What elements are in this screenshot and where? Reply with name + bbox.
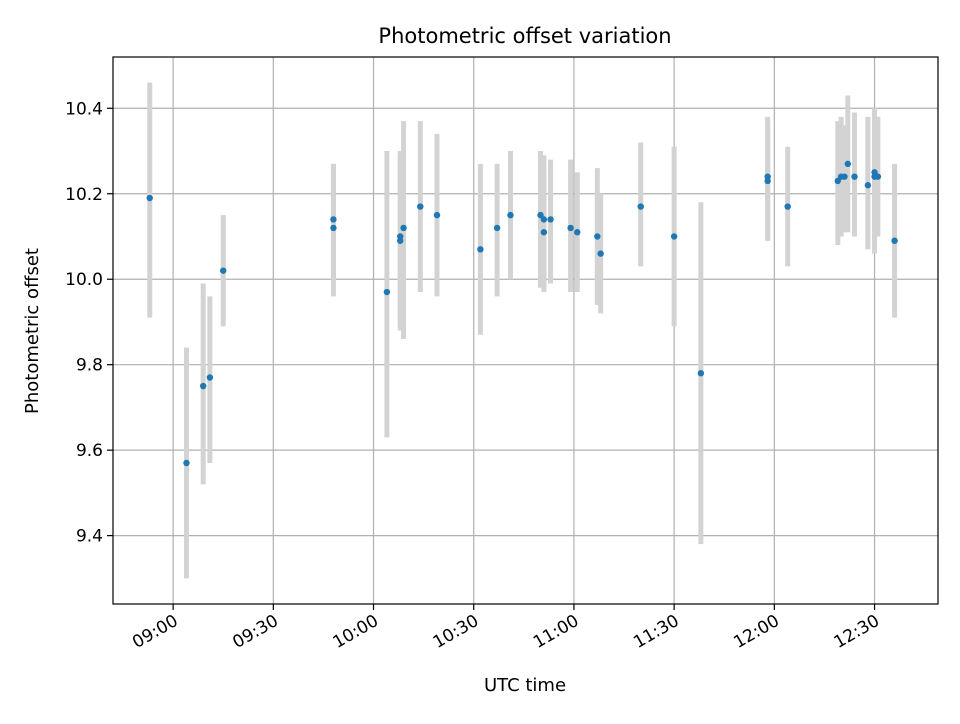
plot-area-frame [112, 56, 939, 605]
data-point [383, 288, 391, 296]
data-point [220, 267, 227, 274]
data-point [844, 160, 852, 168]
data-point [477, 246, 484, 253]
point-layer [146, 160, 898, 467]
data-point [670, 233, 678, 240]
data-point [493, 224, 501, 232]
data-point [784, 203, 791, 210]
data-point [417, 203, 424, 210]
data-point [507, 211, 514, 219]
data-point [199, 382, 207, 390]
data-point [206, 374, 214, 381]
data-point [330, 224, 337, 232]
data-point [864, 182, 872, 189]
y-tick-label: 10.0 [65, 270, 103, 290]
data-point [764, 173, 771, 180]
grid-layer [113, 57, 938, 604]
data-point [597, 250, 604, 257]
y-tick-label: 9.6 [76, 441, 103, 461]
data-point [183, 459, 190, 467]
y-tick-label: 9.8 [76, 356, 103, 376]
data-point [637, 203, 644, 210]
chart-title: Photometric offset variation [378, 24, 671, 48]
data-point [567, 224, 574, 232]
data-point [146, 194, 153, 202]
data-point [841, 173, 848, 180]
data-point [540, 229, 548, 236]
x-axis-label: UTC time [484, 675, 566, 696]
data-point [874, 173, 882, 180]
data-point [891, 237, 898, 244]
data-point [330, 216, 337, 223]
data-point [574, 229, 581, 236]
y-tick-label: 9.4 [76, 527, 103, 547]
data-point [594, 233, 601, 240]
data-point [851, 173, 858, 180]
data-point [397, 237, 404, 244]
y-axis-label: Photometric offset [22, 248, 43, 414]
data-point [697, 370, 705, 377]
y-tick-label: 10.4 [65, 99, 103, 119]
y-tick-label: 10.2 [65, 185, 103, 205]
data-point [433, 211, 441, 219]
data-point [547, 216, 554, 223]
data-point [540, 216, 548, 223]
data-point [400, 224, 407, 232]
